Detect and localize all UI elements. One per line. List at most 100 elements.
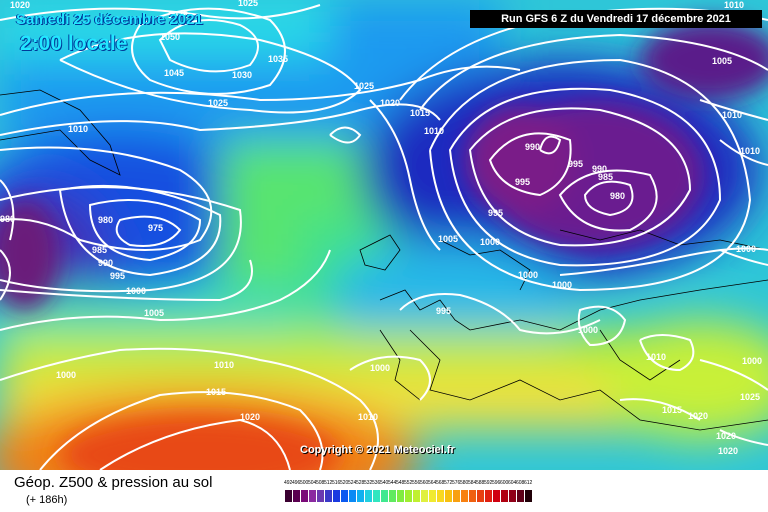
isobar-label: 1000 xyxy=(736,244,756,254)
scale-swatch xyxy=(445,490,452,502)
scale-swatch xyxy=(453,490,460,502)
scale-label: 528 xyxy=(356,480,365,486)
isobar-label: 995 xyxy=(488,208,503,218)
scale-swatch xyxy=(341,490,348,502)
isobar-label: 1005 xyxy=(144,308,164,318)
isobar-label: 1015 xyxy=(410,108,430,118)
scale-cell: 564 xyxy=(428,480,436,504)
scale-label: 604 xyxy=(508,480,517,486)
scale-label: 608 xyxy=(516,480,525,486)
scale-label: 556 xyxy=(412,480,421,486)
scale-swatch xyxy=(421,490,428,502)
scale-swatch xyxy=(469,490,476,502)
scale-cell: 612 xyxy=(524,480,532,504)
isobar-label: 1010 xyxy=(722,110,742,120)
scale-label: 532 xyxy=(364,480,373,486)
isobar-label: 1000 xyxy=(578,325,598,335)
isobar-label: 1025 xyxy=(354,81,374,91)
scale-label: 544 xyxy=(388,480,397,486)
scale-swatch xyxy=(461,490,468,502)
isobar-label: 1000 xyxy=(480,237,500,247)
scale-swatch xyxy=(293,490,300,502)
scale-label: 520 xyxy=(340,480,349,486)
scale-cell: 568 xyxy=(436,480,444,504)
scale-label: 508 xyxy=(316,480,325,486)
scale-cell: 500 xyxy=(300,480,308,504)
scale-label: 564 xyxy=(428,480,437,486)
isobar-label: 1005 xyxy=(438,234,458,244)
scale-label: 512 xyxy=(324,480,333,486)
isobar-label: 1000 xyxy=(518,270,538,280)
scale-label: 536 xyxy=(372,480,381,486)
scale-label: 580 xyxy=(460,480,469,486)
isobar-label: 1010 xyxy=(724,0,744,10)
isobar-label: 1025 xyxy=(238,0,258,8)
scale-label: 576 xyxy=(452,480,461,486)
isobar-labels: 1025 1035 1020 1050 1045 1030 1035 1025 … xyxy=(0,0,762,456)
isobar-label: 995 xyxy=(110,271,125,281)
scale-label: 588 xyxy=(476,480,485,486)
isobar-label: 990 xyxy=(525,142,540,152)
scale-label: 540 xyxy=(380,480,389,486)
local-time: 2:00 locale xyxy=(20,32,128,55)
scale-cell: 584 xyxy=(468,480,476,504)
scale-swatch xyxy=(373,490,380,502)
isobar-label: 1000 xyxy=(742,356,762,366)
isobar-label: 1035 xyxy=(168,10,188,20)
scale-swatch xyxy=(429,490,436,502)
scale-cell: 536 xyxy=(372,480,380,504)
forecast-date: Samedi 25 décembre 2021 xyxy=(16,11,203,28)
scale-swatch xyxy=(309,490,316,502)
scale-label: 548 xyxy=(396,480,405,486)
scale-cell: 520 xyxy=(340,480,348,504)
scale-cell: 560 xyxy=(420,480,428,504)
scale-swatch xyxy=(493,490,500,502)
scale-swatch xyxy=(517,490,524,502)
isobar-label: 1015 xyxy=(206,387,226,397)
scale-label: 504 xyxy=(308,480,317,486)
isobar-label: 985 xyxy=(598,172,613,182)
scale-cell: 492 xyxy=(284,480,292,504)
isobar-label: 1045 xyxy=(164,68,184,78)
scale-label: 612 xyxy=(524,480,533,486)
isobar-label: 995 xyxy=(568,159,583,169)
scale-cell: 592 xyxy=(484,480,492,504)
scale-cell: 572 xyxy=(444,480,452,504)
scale-swatch xyxy=(437,490,444,502)
scale-swatch xyxy=(357,490,364,502)
isobar-label: 1010 xyxy=(740,146,760,156)
scale-cell: 508 xyxy=(316,480,324,504)
isobar-label: 1010 xyxy=(68,124,88,134)
scale-swatch xyxy=(477,490,484,502)
weather-map: 1025 1035 1020 1050 1045 1030 1035 1025 … xyxy=(0,0,768,470)
scale-cell: 544 xyxy=(388,480,396,504)
coastlines xyxy=(0,89,768,431)
isobar-label: 990 xyxy=(592,164,607,174)
scale-cell: 524 xyxy=(348,480,356,504)
scale-label: 500 xyxy=(300,480,309,486)
isobar-label: 1035 xyxy=(268,54,288,64)
isobar-label: 1000 xyxy=(370,363,390,373)
isobar-label: 1020 xyxy=(380,98,400,108)
isobar-label: 1050 xyxy=(160,32,180,42)
isobar-label: 1000 xyxy=(56,370,76,380)
scale-swatch xyxy=(525,490,532,502)
isobar-label: 1020 xyxy=(10,0,30,10)
isobar-label: 1000 xyxy=(126,286,146,296)
isobar-label: 995 xyxy=(436,306,451,316)
isobar-label: 1030 xyxy=(232,70,252,80)
scale-cell: 504 xyxy=(308,480,316,504)
scale-label: 600 xyxy=(500,480,509,486)
scale-cell: 540 xyxy=(380,480,388,504)
scale-cell: 604 xyxy=(508,480,516,504)
isobar-label: 1020 xyxy=(688,411,708,421)
scale-cell: 596 xyxy=(492,480,500,504)
scale-label: 572 xyxy=(444,480,453,486)
scale-swatch xyxy=(317,490,324,502)
isobar-label: 985 xyxy=(92,245,107,255)
scale-swatch xyxy=(285,490,292,502)
scale-swatch xyxy=(509,490,516,502)
scale-label: 492 xyxy=(284,480,293,486)
scale-swatch xyxy=(381,490,388,502)
scale-swatch xyxy=(349,490,356,502)
